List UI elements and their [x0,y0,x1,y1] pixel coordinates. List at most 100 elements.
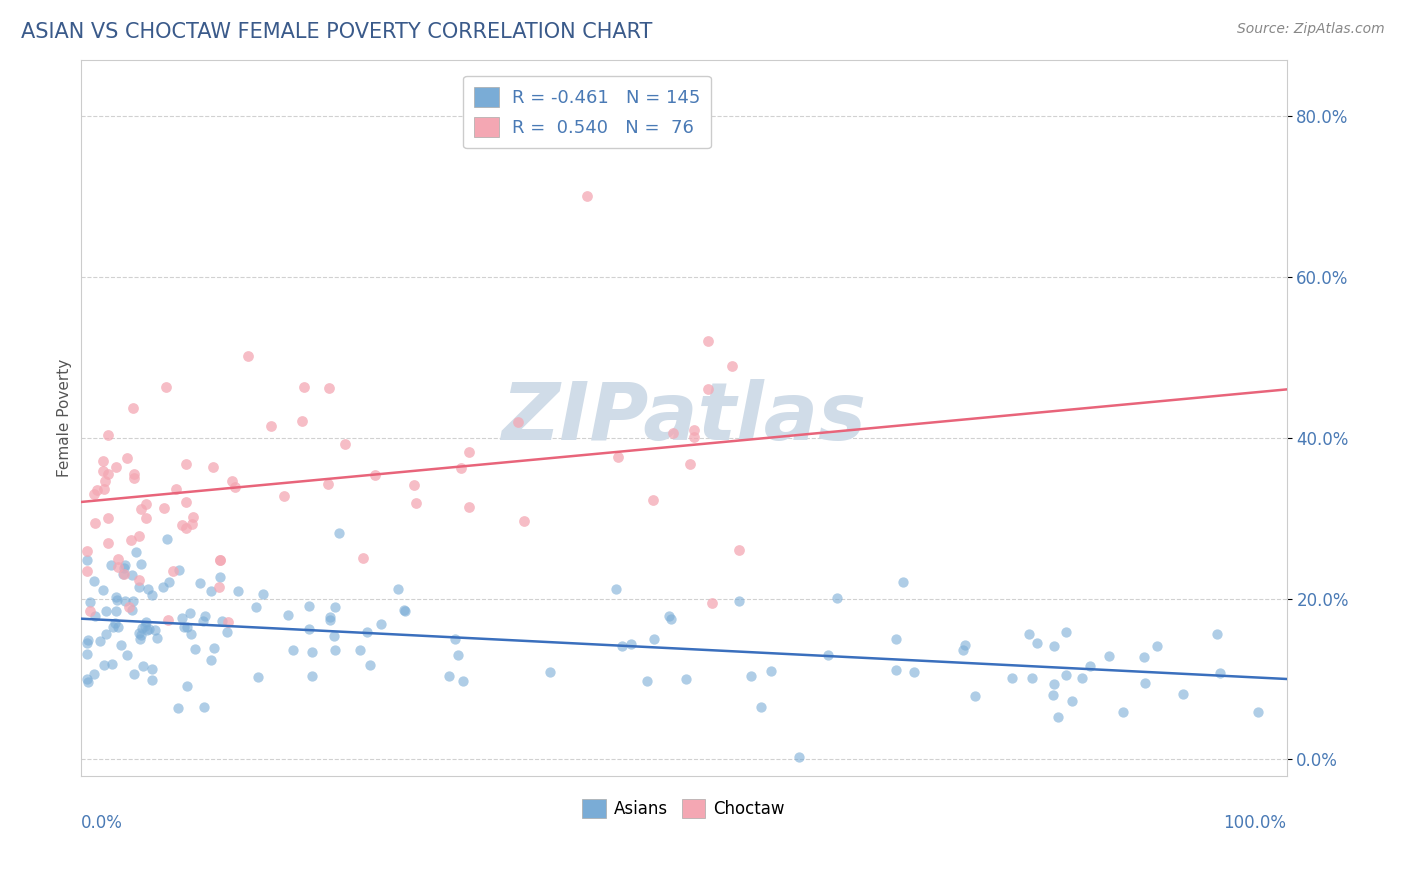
Point [83,609,105,624]
Point [136,624,159,638]
Point [94,627,117,641]
Point [453,674,475,689]
Point [884,663,907,677]
Point [122,594,145,608]
Point [157,575,180,590]
Point [298,622,321,636]
Point [696,382,718,396]
Point [84,516,107,531]
Point [364,467,387,482]
Point [636,674,658,689]
Point [115,450,138,465]
Point [129,557,152,571]
Text: ZIPatlas: ZIPatlas [501,378,866,457]
Point [129,501,152,516]
Point [128,632,150,647]
Point [952,643,974,657]
Point [953,638,976,652]
Point [749,699,772,714]
Point [86,483,108,497]
Point [122,667,145,681]
Point [450,461,472,475]
Point [93,464,115,478]
Point [93,658,115,673]
Point [79,604,101,618]
Point [236,349,259,363]
Point [156,533,179,547]
Point [538,665,561,679]
Point [643,632,665,647]
Point [97,467,120,482]
Point [120,533,142,547]
Point [169,563,191,577]
Point [162,564,184,578]
Point [146,632,169,646]
Point [155,380,177,394]
Point [114,593,136,607]
Point [679,457,702,471]
Point [91,454,114,468]
Point [211,614,233,628]
Point [457,500,479,514]
Y-axis label: Female Poverty: Female Poverty [58,359,72,476]
Point [1026,636,1049,650]
Point [323,642,346,657]
Point [318,381,340,395]
Point [1056,625,1078,640]
Point [727,543,749,558]
Point [298,599,321,613]
Point [200,652,222,666]
Point [682,430,704,444]
Point [114,558,136,572]
Point [759,665,782,679]
Point [134,618,156,632]
Point [128,580,150,594]
Point [696,334,718,348]
Text: 0.0%: 0.0% [80,814,122,832]
Point [675,672,697,686]
Point [105,604,128,618]
Point [191,614,214,628]
Point [620,637,643,651]
Point [179,607,201,621]
Point [97,428,120,442]
Point [658,609,681,624]
Point [301,669,323,683]
Point [1062,694,1084,708]
Point [217,615,239,629]
Point [174,458,197,472]
Point [97,511,120,525]
Point [444,632,467,647]
Point [281,643,304,657]
Point [1209,665,1232,680]
Point [188,576,211,591]
Point [76,564,98,578]
Point [825,591,848,606]
Point [1171,687,1194,701]
Point [728,594,751,608]
Point [104,615,127,630]
Point [606,450,628,464]
Point [247,670,270,684]
Point [209,570,232,584]
Point [100,657,122,671]
Point [301,645,323,659]
Point [174,520,197,534]
Point [1054,667,1077,681]
Point [173,620,195,634]
Point [125,545,148,559]
Point [138,622,160,636]
Text: ASIAN VS CHOCTAW FEMALE POVERTY CORRELATION CHART: ASIAN VS CHOCTAW FEMALE POVERTY CORRELAT… [21,22,652,42]
Point [1001,671,1024,685]
Point [79,595,101,609]
Point [226,583,249,598]
Point [356,624,378,639]
Point [124,467,146,482]
Point [641,492,664,507]
Point [1146,639,1168,653]
Point [107,620,129,634]
Point [111,567,134,582]
Point [131,622,153,636]
Point [661,612,683,626]
Point [152,580,174,594]
